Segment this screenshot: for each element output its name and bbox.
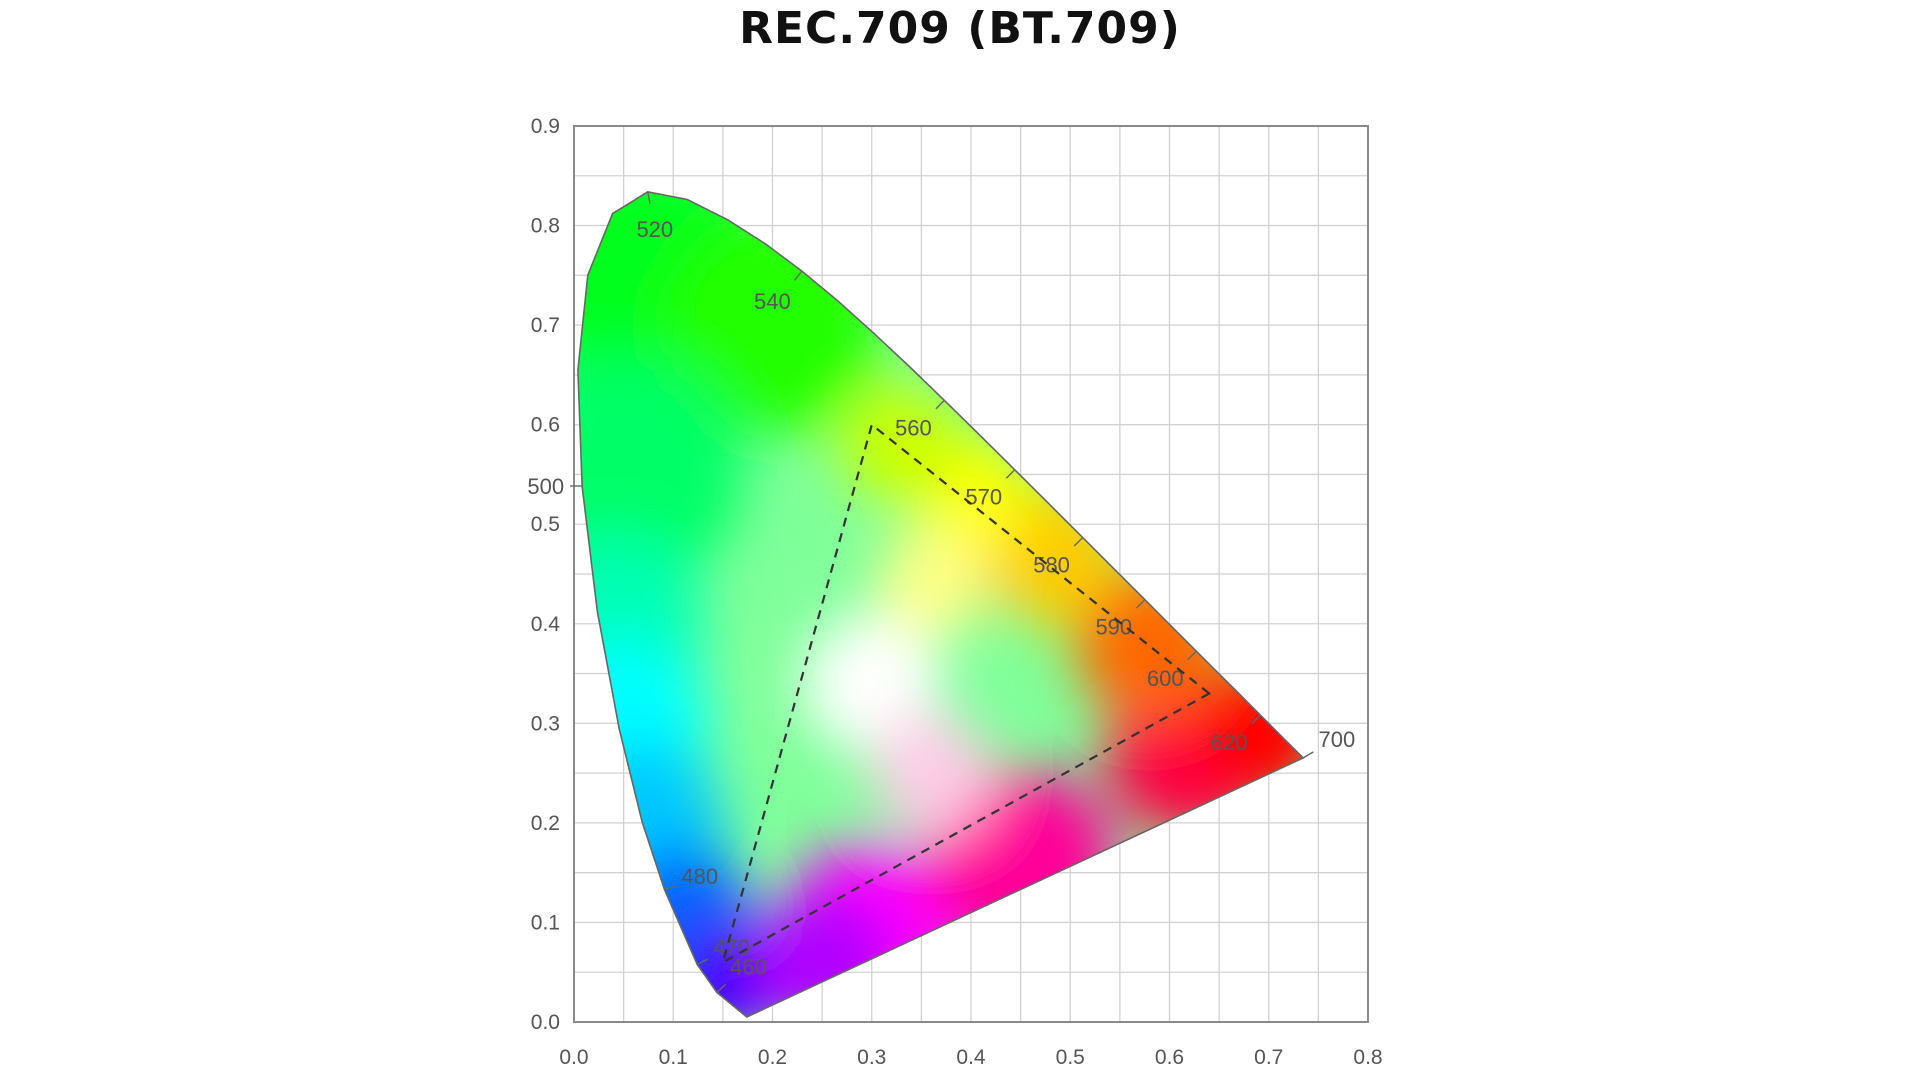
wavelength-label: 620 — [1211, 730, 1248, 755]
x-tick-label: 0.3 — [857, 1046, 886, 1069]
spectral-locus-fill — [577, 191, 1304, 1017]
wavelength-tick — [1005, 469, 1016, 479]
y-tick-label: 0.8 — [531, 215, 560, 238]
color-blob — [871, 713, 992, 834]
chart-title: REC.709 (BT.709) — [739, 3, 1181, 54]
locus-color-blend — [577, 191, 1304, 1017]
wavelength-label: 700 — [1318, 727, 1355, 752]
y-tick-label: 0.4 — [531, 613, 561, 636]
y-tick-label: 0.5 — [531, 513, 560, 536]
y-tick-label: 0.1 — [531, 911, 560, 934]
wavelength-label: 540 — [754, 289, 791, 314]
x-tick-label: 0.8 — [1353, 1046, 1382, 1069]
wavelength-label: 520 — [636, 217, 673, 242]
x-tick-label: 0.4 — [956, 1046, 986, 1069]
wavelength-label: 580 — [1033, 552, 1070, 577]
y-tick-label: 0.9 — [531, 115, 560, 138]
wavelength-tick — [935, 399, 945, 410]
wavelength-tick — [1073, 537, 1084, 547]
wavelength-label: 460 — [730, 954, 767, 979]
wavelength-tick — [647, 191, 651, 204]
y-tick-label: 0.2 — [531, 812, 560, 835]
wavelength-label: 470 — [713, 935, 750, 960]
wavelength-label: 480 — [681, 864, 718, 889]
wavelength-tick — [1302, 751, 1314, 759]
plot-frame — [573, 125, 1369, 1023]
color-blob — [841, 384, 962, 505]
color-blob — [876, 528, 987, 639]
x-tick-label: 0.0 — [559, 1046, 588, 1069]
gamut-triangle — [721, 422, 1212, 965]
x-tick-label: 0.1 — [659, 1046, 688, 1069]
x-tick-label: 0.6 — [1155, 1046, 1184, 1069]
wavelength-tick — [664, 884, 677, 891]
wavelength-tick — [1251, 714, 1261, 725]
x-tick-label: 0.7 — [1254, 1046, 1283, 1069]
y-tick-label: 0.3 — [531, 712, 560, 735]
wavelength-label: 500 — [527, 474, 564, 499]
wavelength-tick — [716, 983, 727, 993]
wavelength-label: 570 — [965, 485, 1002, 510]
spectral-locus-edge — [577, 191, 1305, 1018]
y-tick-label: 0.6 — [531, 414, 560, 437]
color-blob — [577, 354, 744, 595]
x-tick-label: 0.5 — [1056, 1046, 1085, 1069]
wavelength-label: 590 — [1095, 615, 1132, 640]
wavelength-label: 600 — [1147, 666, 1184, 691]
wavelength-tick — [696, 958, 709, 966]
wavelength-tick — [1187, 650, 1197, 661]
y-tick-label: 0.0 — [531, 1011, 560, 1034]
x-tick-label: 0.2 — [758, 1046, 787, 1069]
y-tick-label: 0.7 — [531, 314, 560, 337]
wavelength-tick — [793, 270, 803, 281]
wavelength-label: 560 — [895, 416, 932, 441]
wavelength-tick — [1135, 599, 1146, 609]
